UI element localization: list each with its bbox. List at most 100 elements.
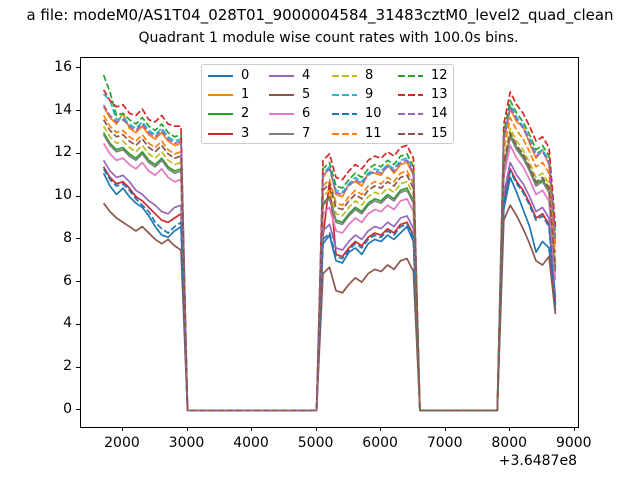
y-tick-label: 10 — [54, 187, 72, 204]
y-tick-mark — [76, 110, 80, 112]
x-tick-mark — [444, 427, 446, 431]
y-tick-label: 6 — [63, 272, 72, 289]
x-tick-label: 2000 — [104, 435, 140, 451]
legend-item-11[interactable]: 11 — [332, 124, 382, 143]
legend-item-label: 6 — [302, 106, 311, 122]
y-tick-label: 12 — [54, 144, 72, 161]
series-line-9 — [102, 93, 557, 412]
y-tick-label: 14 — [54, 101, 72, 118]
legend-item-3[interactable]: 3 — [208, 124, 249, 143]
y-tick-mark — [76, 366, 80, 368]
legend-line-sample — [332, 74, 357, 77]
legend-line-sample — [398, 93, 423, 96]
legend-line-sample — [269, 74, 294, 77]
x-tick-mark — [509, 427, 511, 431]
legend-item-label: 13 — [431, 86, 448, 102]
legend-item-label: 12 — [431, 67, 448, 83]
figure-title: a file: modeM0/AS1T04_028T01_9000004584_… — [26, 6, 614, 24]
series-line-4 — [102, 159, 557, 412]
y-tick-label: 0 — [63, 400, 72, 417]
legend-item-label: 0 — [241, 67, 250, 83]
legend-item-0[interactable]: 0 — [208, 66, 249, 85]
x-axis-offset-label: +3.6487e8 — [498, 453, 577, 469]
legend-item-label: 15 — [431, 125, 448, 141]
x-tick-label: 6000 — [362, 435, 398, 451]
legend-item-label: 9 — [365, 86, 374, 102]
y-tick-label: 8 — [63, 229, 72, 246]
x-tick-label: 9000 — [555, 435, 592, 451]
series-line-0 — [102, 172, 557, 412]
legend-item-label: 10 — [365, 106, 382, 122]
legend-item-6[interactable]: 6 — [269, 105, 310, 124]
legend-item-label: 14 — [431, 106, 448, 122]
y-tick-label: 4 — [63, 315, 72, 332]
x-tick-mark — [251, 427, 253, 431]
legend-item-4[interactable]: 4 — [269, 66, 310, 85]
series-line-10 — [102, 168, 557, 412]
y-tick-mark — [76, 238, 80, 240]
series-line-2 — [102, 132, 557, 412]
y-tick-mark — [76, 195, 80, 197]
legend-line-sample — [269, 93, 294, 96]
y-tick-mark — [76, 281, 80, 283]
axes-title: Quadrant 1 module wise count rates with … — [138, 30, 519, 46]
y-tick-label: 16 — [54, 58, 72, 75]
x-tick-label: 3000 — [168, 435, 205, 451]
x-tick-label: 5000 — [297, 435, 334, 451]
legend-item-label: 3 — [241, 125, 250, 141]
legend-item-label: 5 — [302, 86, 311, 102]
legend-item-label: 11 — [365, 125, 382, 141]
legend-line-sample — [398, 132, 423, 135]
legend-item-12[interactable]: 12 — [398, 66, 448, 85]
legend-item-7[interactable]: 7 — [269, 124, 310, 143]
legend-item-5[interactable]: 5 — [269, 85, 310, 104]
legend-item-2[interactable]: 2 — [208, 105, 249, 124]
y-tick-mark — [76, 409, 80, 411]
legend-line-sample — [208, 74, 233, 77]
y-tick-mark — [76, 67, 80, 69]
legend-line-sample — [332, 93, 357, 96]
y-tick-mark — [76, 323, 80, 325]
series-line-12 — [102, 74, 557, 412]
x-tick-mark — [186, 427, 188, 431]
legend[interactable]: 0 1 2 3 4 5 6 7 8 9 10 11 12 13 14 15 — [201, 64, 454, 144]
x-tick-label: 7000 — [426, 435, 463, 451]
legend-item-14[interactable]: 14 — [398, 105, 448, 124]
series-line-3 — [102, 166, 557, 412]
y-tick-mark — [76, 152, 80, 154]
legend-item-1[interactable]: 1 — [208, 85, 249, 104]
legend-item-label: 1 — [241, 86, 250, 102]
legend-item-label: 7 — [302, 125, 311, 141]
series-line-8 — [102, 125, 557, 412]
series-line-5 — [102, 202, 557, 412]
legend-line-sample — [332, 113, 357, 116]
x-tick-label: 8000 — [491, 435, 528, 451]
legend-item-10[interactable]: 10 — [332, 105, 382, 124]
legend-item-label: 4 — [302, 67, 311, 83]
legend-line-sample — [269, 132, 294, 135]
series-line-6 — [102, 142, 557, 412]
legend-item-9[interactable]: 9 — [332, 85, 373, 104]
x-tick-mark — [315, 427, 317, 431]
legend-item-8[interactable]: 8 — [332, 66, 373, 85]
legend-line-sample — [208, 113, 233, 116]
chart-lines-canvas — [102, 74, 557, 412]
x-tick-mark — [121, 427, 123, 431]
legend-line-sample — [332, 132, 357, 135]
legend-line-sample — [398, 74, 423, 77]
legend-item-15[interactable]: 15 — [398, 124, 448, 143]
legend-line-sample — [269, 113, 294, 116]
y-tick-label: 2 — [63, 358, 72, 375]
x-tick-mark — [573, 427, 575, 431]
x-tick-label: 4000 — [233, 435, 269, 451]
legend-line-sample — [208, 93, 233, 96]
series-line-11 — [102, 115, 557, 412]
legend-line-sample — [398, 113, 423, 116]
x-tick-mark — [380, 427, 382, 431]
legend-line-sample — [208, 132, 233, 135]
legend-item-label: 2 — [241, 106, 250, 122]
series-line-14 — [102, 104, 557, 412]
legend-item-label: 8 — [365, 67, 374, 83]
legend-item-13[interactable]: 13 — [398, 85, 448, 104]
